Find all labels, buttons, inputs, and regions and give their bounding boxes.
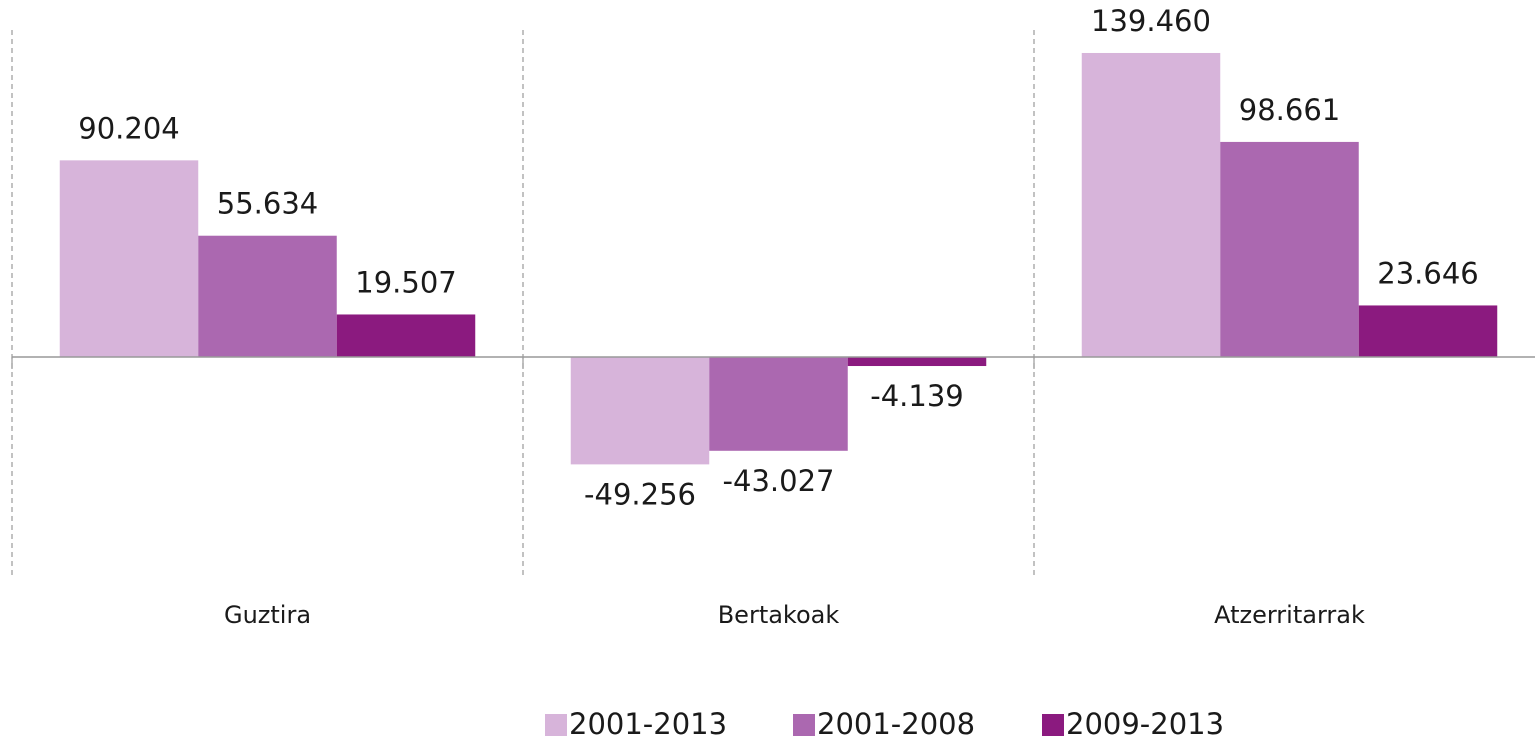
bar [1220,141,1359,357]
bar [336,314,476,357]
bar [1358,305,1498,357]
legend-label: 2001-2008 [817,707,975,741]
value-label: 19.507 [355,265,456,299]
x-tick-label: Bertakoak [718,601,840,629]
value-label: -49.256 [584,477,696,511]
value-label: 55.634 [217,187,318,221]
value-label: -43.027 [723,464,835,498]
bar [847,357,987,367]
bar [198,235,337,357]
x-tick-label: Atzerritarrak [1214,601,1365,629]
value-label: 90.204 [78,111,179,145]
legend-swatch [1042,714,1064,736]
bar [1081,52,1221,357]
legend-swatch [793,714,815,736]
bar [59,160,199,357]
x-tick-label: Guztira [224,601,311,629]
bar [709,357,848,451]
value-label: 98.661 [1239,93,1340,127]
legend-swatch [545,714,567,736]
value-label: -4.139 [870,379,964,413]
legend-label: 2001-2013 [569,707,727,741]
legend-label: 2009-2013 [1066,707,1224,741]
value-label: 139.460 [1091,4,1211,38]
value-label: 23.646 [1377,256,1478,290]
bar [570,357,710,465]
